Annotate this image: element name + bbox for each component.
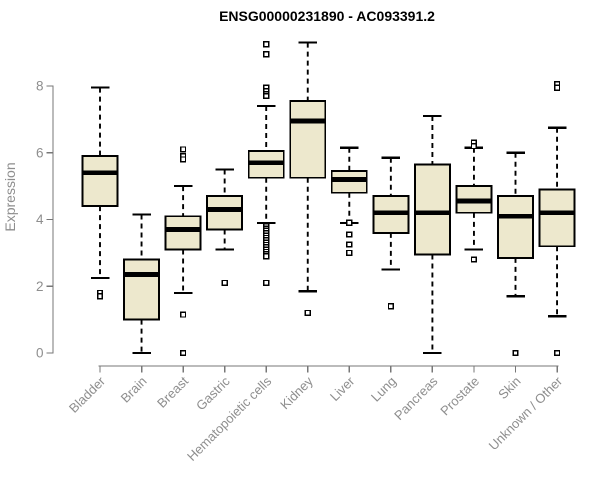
box-group-lung — [372, 156, 410, 310]
box-group-gastric — [206, 168, 244, 287]
outlier-point — [304, 309, 311, 317]
x-tick-label: Unknown / Other — [486, 373, 566, 453]
x-tick-label: Gastric — [193, 373, 233, 413]
box-group-hematopoietic-cells — [247, 41, 285, 287]
outlier-point — [553, 349, 561, 357]
outlier-point — [263, 51, 270, 58]
median-line — [248, 160, 284, 166]
outlier-point — [346, 249, 353, 256]
iqr-box — [123, 258, 160, 321]
outlier-point — [179, 349, 187, 357]
outlier-point — [96, 293, 104, 300]
outlier-point — [263, 279, 270, 287]
box-group-brain — [123, 213, 160, 355]
outlier-point — [179, 156, 187, 163]
box-group-bladder — [81, 86, 119, 300]
y-tick-label: 8 — [36, 79, 44, 94]
chart-title: ENSG00000231890 - AC093391.2 — [219, 8, 435, 24]
box-group-pancreas — [413, 114, 451, 355]
iqr-box — [164, 215, 202, 251]
y-tick-label: 4 — [36, 212, 44, 227]
outlier-point — [553, 84, 561, 91]
outlier-point — [346, 231, 353, 238]
y-axis-label: Expression — [2, 162, 18, 231]
x-tick-label: Skin — [495, 374, 523, 402]
boxplots — [81, 41, 576, 357]
x-tick-label: Bladder — [66, 373, 109, 416]
iqr-box — [330, 170, 368, 194]
outlier-point — [346, 241, 353, 248]
outlier-point — [263, 92, 270, 100]
outlier-point — [179, 311, 187, 318]
iqr-box — [497, 195, 534, 259]
iqr-box — [81, 155, 119, 208]
outlier-point — [387, 303, 394, 310]
outlier-point — [470, 256, 478, 263]
iqr-box — [538, 188, 576, 248]
box-group-skin — [497, 151, 534, 357]
median-line — [290, 118, 326, 124]
outlier-point — [263, 253, 270, 260]
median-line — [331, 177, 367, 182]
x-tick-label: Brain — [118, 374, 150, 406]
iqr-box — [289, 100, 327, 179]
median-line — [207, 207, 243, 212]
box-group-unknown-other — [538, 81, 576, 357]
median-line — [498, 213, 533, 219]
y-tick-label: 0 — [36, 346, 44, 361]
x-tick-label: Pancreas — [391, 373, 441, 423]
median-line — [373, 210, 409, 216]
box-group-breast — [164, 146, 202, 357]
box-group-kidney — [289, 41, 327, 317]
outlier-point — [263, 41, 270, 48]
y-tick-label: 6 — [36, 145, 44, 160]
x-tick-label: Prostate — [437, 374, 482, 419]
median-line — [165, 227, 201, 232]
median-line — [456, 198, 492, 204]
outlier-point — [346, 219, 353, 226]
x-tick-label: Kidney — [277, 373, 316, 412]
x-tick-label: Liver — [327, 373, 358, 404]
outlier-point — [221, 279, 228, 287]
median-line — [539, 210, 575, 216]
x-tick-label: Breast — [154, 373, 191, 410]
box-group-prostate — [455, 139, 493, 263]
x-tick-label: Lung — [368, 374, 399, 405]
outlier-point — [470, 142, 478, 150]
median-line — [82, 170, 118, 176]
outlier-point — [512, 349, 519, 357]
outlier-point — [179, 146, 187, 153]
iqr-box — [206, 195, 244, 231]
median-line — [414, 210, 450, 216]
iqr-box — [413, 163, 451, 256]
box-group-liver — [330, 146, 368, 256]
y-tick-label: 2 — [36, 279, 44, 294]
median-line — [124, 272, 160, 277]
